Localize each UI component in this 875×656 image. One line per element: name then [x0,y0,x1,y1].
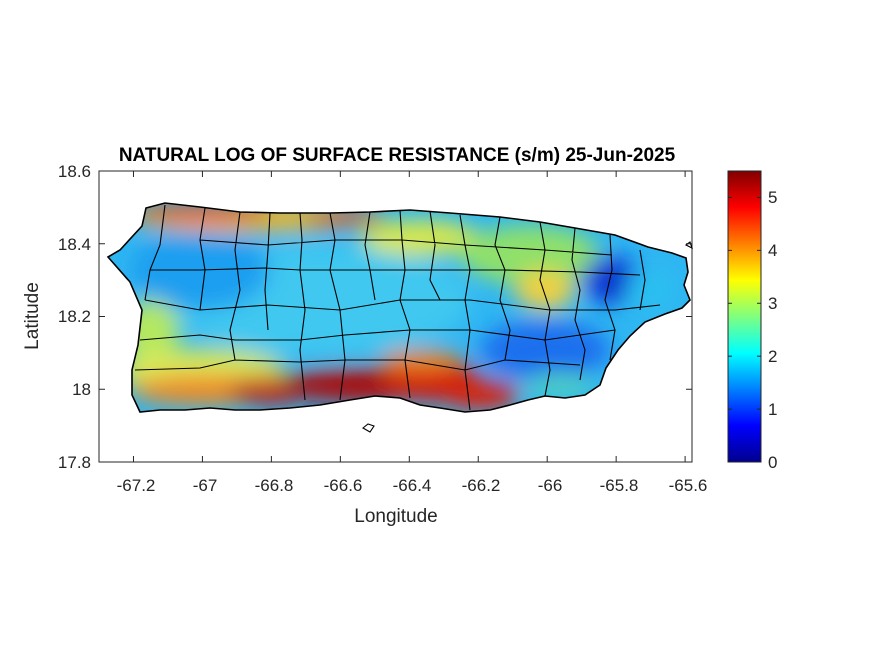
y-tick-label: 18 [72,380,91,399]
y-axis-label: Latitude [22,282,43,350]
colorbar-ticks [728,196,761,463]
colorbar-tick-label: 1 [768,400,777,419]
heat-southeast-blue [480,320,610,380]
x-tick-label: -66.8 [255,476,294,495]
heatmap-field [108,203,690,412]
x-tick-label: -66.2 [462,476,501,495]
heat-north-yellow [360,220,480,256]
colorbar: 0 1 2 3 4 5 [727,170,777,472]
heat-northeast-yellow [515,270,575,310]
y-tick-label: 17.8 [58,453,91,472]
x-tick-label: -66.4 [393,476,432,495]
heat-east-cyan [625,270,675,310]
heat-north-band-east [305,210,385,226]
heat-south-orange-mid [380,350,460,370]
x-tick-label: -66.6 [324,476,363,495]
colorbar-tick-label: 4 [768,241,777,260]
heat-south-green-east [525,373,595,397]
x-tick-label: -67 [193,476,218,495]
y-tick-labels: 17.8 18 18.2 18.4 18.6 [58,162,91,472]
y-tick-label: 18.4 [58,235,91,254]
vieques-islet [362,423,375,433]
x-tick-label: -66 [538,476,563,495]
colorbar-tick-label: 5 [768,188,777,207]
x-tick-labels: -67.2 -67 -66.8 -66.6 -66.4 -66.2 -66 -6… [117,476,708,495]
colorbar-gradient [727,170,762,463]
x-tick-label: -67.2 [117,476,156,495]
colorbar-tick-label: 0 [768,453,777,472]
municipality-boundaries [107,202,693,433]
heat-south-red-east [440,380,520,410]
boundary-lines [134,204,661,411]
colorbar-tick-label: 2 [768,347,777,366]
y-tick-label: 18.2 [58,307,91,326]
colorbar-tick-label: 3 [768,294,777,313]
x-axis-label: Longitude [354,506,437,527]
x-tick-label: -65.6 [669,476,708,495]
y-tick-label: 18.6 [58,162,91,181]
chart-title: NATURAL LOG OF SURFACE RESISTANCE (s/m) … [119,145,676,166]
axis-ticks [99,170,692,463]
x-tick-label: -65.8 [600,476,639,495]
